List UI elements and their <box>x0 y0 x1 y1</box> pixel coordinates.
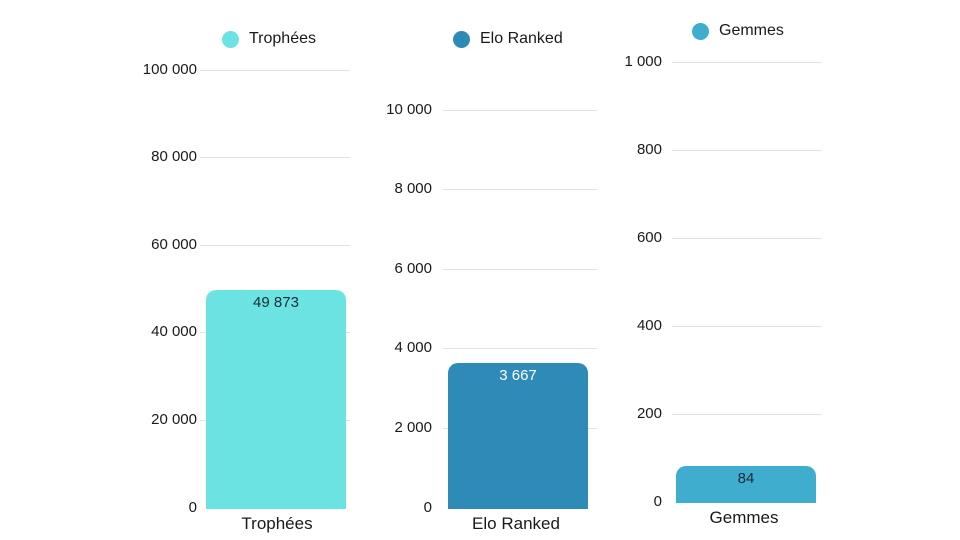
gridline <box>672 238 822 239</box>
y-tick-label: 0 <box>188 499 197 516</box>
y-tick-label: 0 <box>653 493 662 510</box>
y-tick-label: 400 <box>636 317 662 334</box>
gridline <box>200 70 350 71</box>
legend-item-gemmes[interactable]: Gemmes <box>692 22 784 40</box>
bar[interactable]: 84 <box>676 466 816 503</box>
x-axis-label: Elo Ranked <box>472 514 560 533</box>
y-tick-label: 60 000 <box>151 236 197 253</box>
gridline <box>443 189 597 190</box>
x-axis-label: Trophées <box>241 514 313 533</box>
legend-marker-icon <box>453 30 470 48</box>
legend-marker-icon <box>222 30 239 48</box>
y-tick-label: 40 000 <box>151 323 197 340</box>
gridline <box>443 269 597 270</box>
gridline <box>443 348 597 349</box>
y-tick-label: 80 000 <box>151 148 197 165</box>
bar-value-label: 3 667 <box>499 367 537 384</box>
gridline <box>672 414 822 415</box>
gridline <box>672 326 822 327</box>
gridline <box>672 150 822 151</box>
bar-value-label: 84 <box>737 470 755 487</box>
y-tick-label: 800 <box>636 141 662 158</box>
legend-label: Trophées <box>249 30 316 47</box>
y-tick-label: 4 000 <box>394 339 432 356</box>
legend-item-elo-ranked[interactable]: Elo Ranked <box>453 30 563 48</box>
y-tick-label: 200 <box>636 405 662 422</box>
y-tick-label: 1 000 <box>624 53 662 70</box>
y-tick-label: 6 000 <box>394 260 432 277</box>
legend-label: Gemmes <box>719 22 784 39</box>
y-tick-label: 600 <box>636 229 662 246</box>
y-tick-label: 100 000 <box>142 61 197 78</box>
gridline <box>672 62 822 63</box>
legend-item-trophees[interactable]: Trophées <box>222 30 316 48</box>
gridline <box>200 157 350 158</box>
legend-marker-icon <box>692 22 709 40</box>
bar-value-label: 49 873 <box>253 294 299 311</box>
y-tick-label: 8 000 <box>394 180 432 197</box>
y-tick-label: 20 000 <box>151 411 197 428</box>
gridline <box>200 245 350 246</box>
y-tick-label: 10 000 <box>386 101 432 118</box>
bar[interactable]: 3 667 <box>448 363 588 509</box>
y-tick-label: 2 000 <box>394 419 432 436</box>
bar[interactable]: 49 873 <box>206 290 346 509</box>
legend-label: Elo Ranked <box>480 30 563 47</box>
y-tick-label: 0 <box>423 499 432 516</box>
gridline <box>443 110 597 111</box>
x-axis-label: Gemmes <box>709 508 779 527</box>
